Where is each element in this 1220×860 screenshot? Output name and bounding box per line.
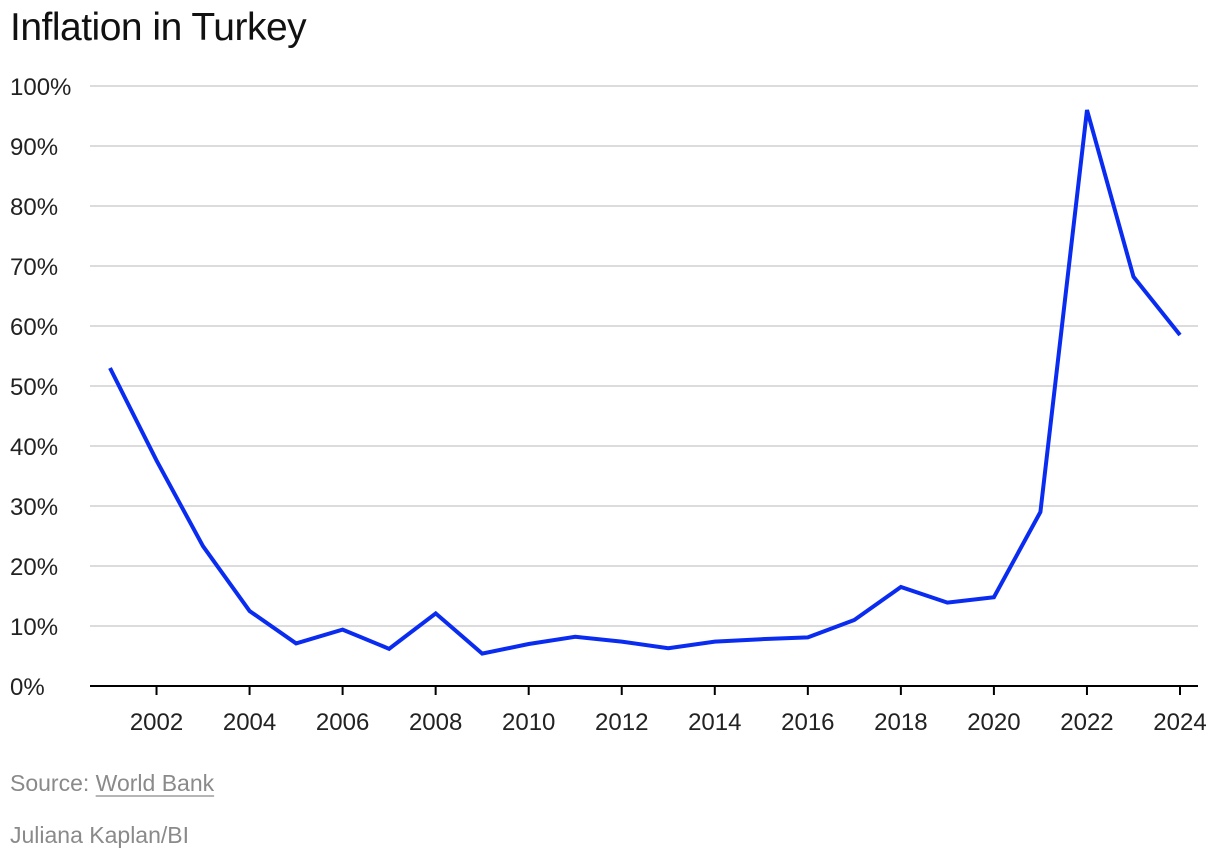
x-tick-label: 2016 [781,709,834,736]
series-group [108,109,1182,656]
x-tick-label: 2014 [688,709,741,736]
line-chart: 0%10%20%30%40%50%60%70%80%90%100% 2002 20… [10,74,1207,736]
y-axis-ticks: 0% 10% 20% 30% 40% 50% 60% 70% 80% 90% 100% [10,74,71,701]
x-tick-label: 2010 [502,709,555,736]
y-tick-label: 80% [10,194,58,221]
x-tick-label: 2018 [874,709,927,736]
y-tick-label: 50% [10,374,58,401]
x-axis-ticks: 2002 2004 2006 2008 2010 2012 2014 2016 2018 2020… [130,686,1207,736]
source-link[interactable]: World Bank [95,770,215,796]
y-tick-label: 90% [10,134,58,161]
y-tick-label: 30% [10,494,58,521]
x-tick-label: 2024 [1153,709,1206,736]
y-tick-label: 20% [10,554,58,581]
gridlines [90,85,1198,687]
source-label: Source: [10,770,96,796]
x-tick-label: 2012 [595,709,648,736]
source-note: Source: World Bank [10,770,214,797]
x-tick-label: 2006 [316,709,369,736]
y-tick-label: 70% [10,254,58,281]
credit-line: Juliana Kaplan/BI [10,822,190,848]
x-tick-label: 2002 [130,709,183,736]
x-tick-label: 2004 [223,709,276,736]
x-tick-label: 2022 [1060,709,1113,736]
x-tick-label: 2008 [409,709,462,736]
y-tick-label: 10% [10,614,58,641]
y-tick-label: 0% [10,674,45,701]
chart-title: Inflation in Turkey [10,6,307,49]
y-tick-label: 100% [10,74,71,101]
y-tick-label: 60% [10,314,58,341]
y-tick-label: 40% [10,434,58,461]
x-tick-label: 2020 [967,709,1020,736]
series-line [108,109,1182,656]
